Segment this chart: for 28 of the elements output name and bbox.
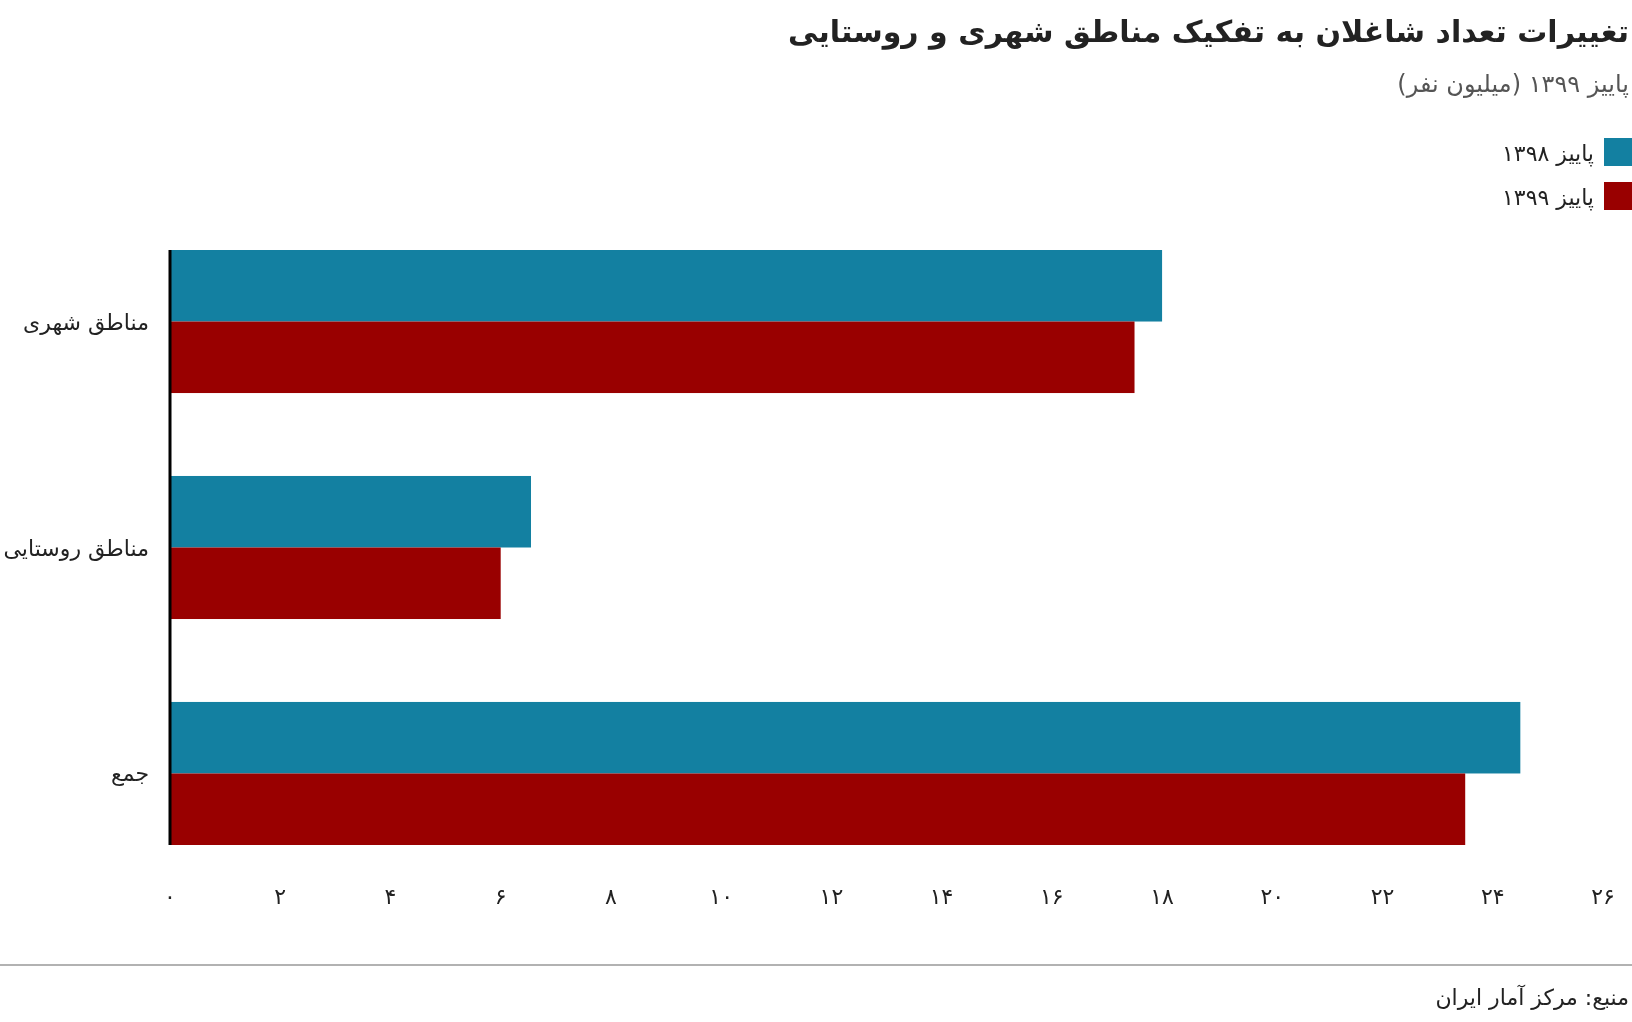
y-tick-label: مناطق شهری bbox=[23, 309, 149, 336]
x-tick-label: ۱۶ bbox=[1040, 884, 1064, 909]
chart-title: تغییرات تعداد شاغلان به تفکیک مناطق شهری و روستایی bbox=[788, 14, 1629, 50]
x-tick-label: ۲ bbox=[274, 884, 287, 909]
bar bbox=[170, 701, 1521, 774]
x-tick-label: ۱۸ bbox=[1150, 884, 1175, 909]
x-tick-label: ۴ bbox=[384, 884, 397, 909]
legend-label: پاییز ۱۳۹۹ bbox=[1502, 185, 1594, 211]
x-tick-label: ۱۴ bbox=[929, 884, 954, 909]
x-tick-label: ۱۰ bbox=[709, 884, 733, 909]
bar bbox=[170, 547, 501, 620]
x-tick-label: ۲۰ bbox=[1260, 884, 1285, 909]
text: منبع: مرکز آمار ایران bbox=[1435, 984, 1629, 1010]
bar bbox=[170, 321, 1135, 394]
x-tick-label: ۲۶ bbox=[1591, 884, 1615, 909]
y-tick-label: مناطق روستایی bbox=[3, 535, 149, 562]
legend-label: پاییز ۱۳۹۸ bbox=[1502, 141, 1594, 167]
x-tick-label: ۸ bbox=[605, 884, 618, 909]
x-tick-label: ۶ bbox=[494, 884, 507, 909]
x-tick-label: ۱۲ bbox=[819, 884, 844, 909]
x-tick-label: ۰ bbox=[164, 884, 176, 909]
y-tick-label: جمع bbox=[110, 761, 149, 787]
x-tick-label: ۲۲ bbox=[1370, 884, 1395, 909]
x-tick-label: ۲۴ bbox=[1480, 884, 1505, 909]
bar bbox=[170, 475, 532, 548]
bar bbox=[170, 773, 1466, 845]
chart-subtitle: پاییز ۱۳۹۹ (میلیون نفر) bbox=[1397, 70, 1629, 98]
bar bbox=[170, 250, 1163, 322]
